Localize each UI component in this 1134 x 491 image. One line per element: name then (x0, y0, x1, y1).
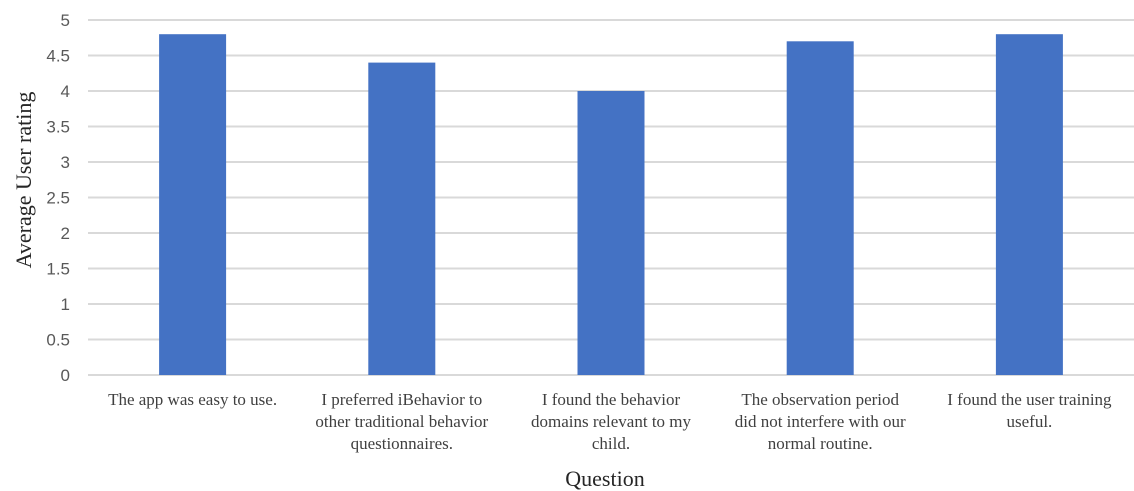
bar (786, 41, 854, 376)
y-tick-label: 4 (61, 82, 70, 101)
y-tick-label: 0.5 (46, 331, 70, 350)
y-tick-label: 1 (61, 295, 70, 314)
y-tick-label: 3 (61, 153, 70, 172)
y-tick-label: 3.5 (46, 118, 70, 137)
y-tick-label: 2.5 (46, 189, 70, 208)
bar (368, 62, 436, 375)
y-tick-label: 0 (61, 366, 70, 385)
x-category-label: The observation period did not interfere … (735, 390, 906, 453)
x-category-label: I preferred iBehavior to other traditiona… (315, 390, 488, 453)
bar (159, 34, 227, 375)
y-tick-label: 1.5 (46, 260, 70, 279)
y-tick-label: 5 (61, 11, 70, 30)
bars (159, 34, 1063, 376)
x-category-label: I found the user training useful. (947, 390, 1112, 431)
x-category-label: I found the behavior domains relevant to … (531, 390, 692, 453)
y-tick-label: 4.5 (46, 47, 70, 66)
x-axis-categories: The app was easy to use. I preferred iBeh… (108, 390, 1112, 453)
bar (995, 34, 1063, 375)
y-axis-ticks: 0 0.5 1 1.5 2 2.5 3 3.5 4 4.5 5 (46, 11, 70, 385)
x-category-label: The app was easy to use. (108, 390, 277, 409)
x-axis-title: Question (565, 466, 644, 491)
y-axis-title: Average User rating (11, 92, 36, 269)
bar (577, 91, 645, 375)
y-tick-label: 2 (61, 224, 70, 243)
